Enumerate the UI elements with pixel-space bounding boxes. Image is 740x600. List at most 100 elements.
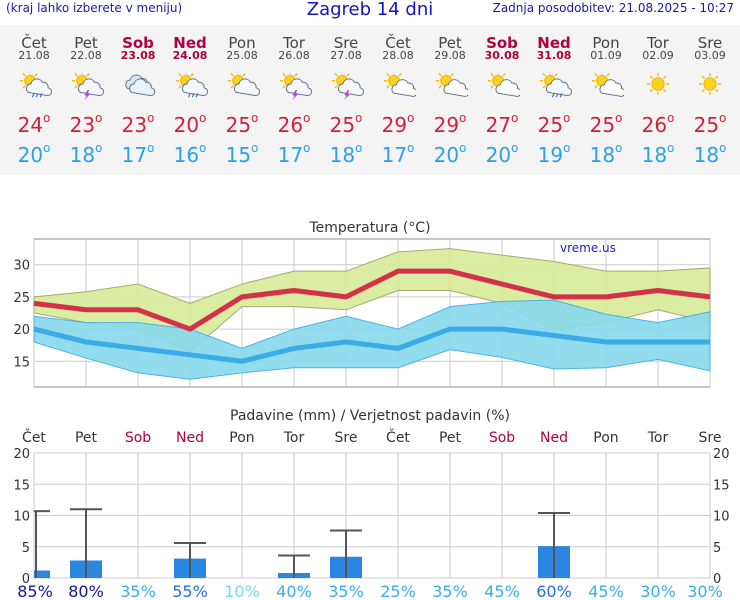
- sun-cloud-storm-icon: [332, 73, 364, 101]
- precipitation-probability: 60%: [536, 582, 572, 600]
- day-date: 03.09: [694, 49, 726, 62]
- x-tick-label: Tor: [647, 430, 669, 446]
- day-column: Ned 24.08 20o 16o: [164, 25, 216, 175]
- sun-icon: [647, 73, 669, 95]
- y-tick-label: 10: [13, 510, 30, 525]
- day-date: 23.08: [120, 49, 156, 62]
- precipitation-probability: 80%: [68, 582, 104, 600]
- max-temperature: 20o: [173, 111, 207, 137]
- x-tick-label: Pon: [229, 430, 254, 446]
- day-column: Sob 23.08 23o 17o: [112, 25, 164, 175]
- y-tick-label-right: 10: [713, 510, 730, 525]
- y-tick-label-right: 20: [713, 447, 730, 462]
- day-date: 31.08: [536, 49, 572, 62]
- watermark: vreme.us: [560, 241, 616, 255]
- sun-small-cloud-icon: [436, 73, 468, 97]
- day-name: Sob: [122, 34, 154, 52]
- daily-forecast-strip: Čet 21.08 24o 20o Pet 22.08 23o 18o Sob 23.08 23o 1…: [0, 25, 740, 175]
- max-temperature: 25o: [589, 111, 623, 137]
- max-temperature-line: [33, 268, 711, 332]
- day-date: 30.08: [484, 49, 520, 62]
- max-temperature: 25o: [537, 111, 571, 137]
- precipitation-probability: 35%: [432, 582, 468, 600]
- x-tick-label: Ned: [540, 430, 568, 446]
- sun-icon: [699, 73, 721, 95]
- x-tick-label: Sob: [489, 430, 515, 446]
- chart-title: Padavine (mm) / Verjetnost padavin (%): [230, 408, 510, 424]
- day-name: Tor: [283, 34, 305, 52]
- last-update-text: Zadnja posodobitev: 21.08.2025 - 10:27: [492, 1, 734, 15]
- x-tick-label: Ned: [176, 430, 204, 446]
- min-temperature: 16o: [173, 141, 207, 167]
- precipitation-probability: 30%: [687, 582, 723, 600]
- weather-icon: [332, 73, 364, 101]
- max-temperature: 24o: [17, 111, 51, 137]
- y-tick-label: 25: [13, 291, 30, 306]
- max-temperature: 23o: [69, 111, 103, 137]
- x-tick-label: Sob: [125, 430, 151, 446]
- day-name: Pon: [592, 34, 620, 52]
- sun-small-cloud-icon: [488, 73, 520, 97]
- x-tick-label: Tor: [283, 430, 305, 446]
- x-tick-label: Pet: [75, 430, 98, 446]
- weather-icon: [72, 73, 104, 101]
- weather-icon: [488, 73, 520, 97]
- precipitation-probability: 45%: [484, 582, 520, 600]
- day-column: Pet 29.08 29o 20o: [424, 25, 476, 175]
- sun-cloud-storm-icon: [280, 73, 312, 101]
- y-tick-label: 15: [13, 478, 30, 493]
- day-column: Pet 22.08 23o 18o: [60, 25, 112, 175]
- day-name: Sob: [486, 34, 518, 52]
- weather-icon: [20, 73, 52, 98]
- day-name: Ned: [537, 34, 571, 52]
- precipitation-probability: 25%: [380, 582, 416, 600]
- location-menu-hint[interactable]: (kraj lahko izberete v meniju): [6, 1, 183, 15]
- day-name: Pet: [74, 34, 98, 52]
- day-name: Tor: [647, 34, 669, 52]
- y-tick-label: 15: [13, 355, 30, 370]
- precipitation-probability: 40%: [276, 582, 312, 600]
- max-temperature: 27o: [485, 111, 519, 137]
- precipitation-probability: 55%: [172, 582, 208, 600]
- max-temperature: 25o: [693, 111, 727, 137]
- y-tick-label: 20: [13, 323, 30, 338]
- day-date: 22.08: [70, 49, 102, 62]
- cloud-icon: [125, 74, 156, 97]
- weather-icon: [436, 73, 468, 97]
- day-column: Pon 25.08 25o 15o: [216, 25, 268, 175]
- day-name: Čet: [21, 34, 47, 52]
- chart-title: Temperatura (°C): [308, 220, 430, 236]
- precipitation-probability: 10%: [224, 582, 260, 600]
- sun-cloud-rain-icon: [540, 73, 572, 98]
- day-column: Sob 30.08 27o 20o: [476, 25, 528, 175]
- day-column: Čet 21.08 24o 20o: [8, 25, 60, 175]
- precipitation-chart: Padavine (mm) / Verjetnost padavin (%) 0 0…: [13, 408, 730, 600]
- sun-cloud-rain-icon: [176, 73, 208, 98]
- max-temperature: 26o: [641, 111, 675, 137]
- weather-icon: [125, 74, 156, 97]
- max-temperature: 29o: [381, 111, 415, 137]
- x-tick-label: Čet: [22, 428, 46, 446]
- y-tick-label-right: 15: [713, 478, 730, 493]
- day-name: Pon: [228, 34, 256, 52]
- weather-icon: [699, 73, 721, 95]
- page-header: (kraj lahko izberete v meniju) Zagreb 14…: [0, 0, 740, 22]
- max-temperature: 25o: [225, 111, 259, 137]
- day-date: 02.09: [642, 49, 674, 62]
- day-name: Čet: [385, 34, 411, 52]
- day-name: Sre: [333, 34, 359, 52]
- weather-icon: [176, 73, 208, 98]
- day-date: 29.08: [434, 49, 466, 62]
- day-name: Pet: [438, 34, 462, 52]
- min-temperature: 17o: [381, 141, 415, 167]
- weather-icon: [280, 73, 312, 101]
- min-temperature: 19o: [537, 141, 571, 167]
- min-temperature-band: [33, 299, 711, 380]
- min-temperature: 20o: [433, 141, 467, 167]
- x-tick-label: Pon: [593, 430, 618, 446]
- sun-small-cloud-icon: [384, 73, 416, 97]
- weather-icon: [540, 73, 572, 98]
- day-date: 28.08: [382, 49, 414, 62]
- precipitation-bar: [34, 570, 50, 578]
- min-temperature: 20o: [485, 141, 519, 167]
